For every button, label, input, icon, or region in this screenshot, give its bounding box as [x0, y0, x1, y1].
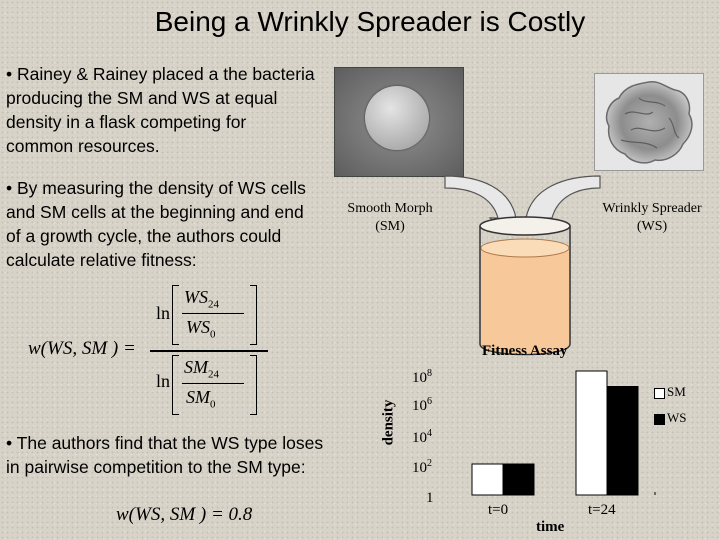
tick-1e2: 102: [412, 458, 432, 476]
inner-fraction-bar-bottom: [182, 383, 244, 385]
chart-title: Fitness Assay: [482, 343, 568, 359]
bar-sm-t0: [471, 463, 504, 496]
bullet-1: • Rainey & Rainey placed a the bacteria …: [6, 64, 315, 156]
x-tick-t24: t=24: [588, 502, 616, 518]
flask-outline: [479, 226, 571, 356]
flask-liquid-surface: [480, 238, 570, 258]
x-tick-t0: t=0: [488, 502, 509, 518]
smooth-label-line2: (SM): [375, 219, 405, 234]
flask-rim: [479, 216, 571, 236]
tick-1e6: 106: [412, 396, 432, 414]
wrinkly-label-line2: (WS): [636, 219, 668, 234]
legend-item-sm: SM: [654, 384, 714, 408]
fitness-assay-chart: [471, 370, 656, 496]
legend-label-sm: SM: [667, 384, 686, 399]
bar-ws-t24: [606, 386, 639, 496]
wrinkly-colony-image: [594, 73, 704, 171]
bracket-left-bottom: [172, 355, 179, 415]
legend-swatch-sm: [654, 388, 665, 399]
chart-legend: SM WS: [654, 384, 714, 430]
tick-1e8: 108: [412, 368, 432, 386]
bracket-left-top: [172, 285, 179, 345]
legend-item-ws: WS: [654, 408, 714, 430]
bullet-3: • The authors find that the WS type lose…: [6, 433, 324, 477]
x-axis-label: time: [536, 519, 565, 535]
wrinkly-colony: [605, 80, 693, 164]
bracket-right-bottom: [250, 355, 257, 415]
wrinkle-lines: [620, 97, 680, 149]
ln-top: ln: [156, 303, 171, 323]
wrinkly-label-line1: Wrinkly Spreader: [602, 201, 702, 216]
bracket-right-top: [250, 285, 257, 345]
bar-ws-t0: [502, 463, 535, 496]
flask-diagram: [444, 175, 601, 356]
fitness-formula: w(WS, SM ) = ln WS24 WS0 ln SM24 SM0: [28, 283, 268, 418]
smooth-colony-image: [334, 67, 464, 177]
main-fraction-bar: [150, 350, 268, 352]
num-top: WS24: [184, 287, 219, 311]
wrinkly-spreader-label: Wrinkly Spreader (WS): [586, 200, 718, 236]
wrinkly-colony-svg: [605, 80, 693, 164]
fitness-result-formula: w(WS, SM ) = 0.8: [116, 504, 253, 525]
tick-1e4: 104: [412, 428, 432, 446]
bullet-2: • By measuring the density of WS cells a…: [6, 178, 306, 270]
den-bottom: SM0: [186, 387, 216, 411]
tick-1: 1: [426, 490, 434, 506]
ln-bottom: ln: [156, 371, 171, 391]
legend-swatch-ws: [654, 414, 665, 425]
inner-fraction-bar-top: [182, 313, 244, 315]
legend-label-ws: WS: [667, 410, 687, 425]
smooth-colony: [365, 86, 429, 150]
smooth-morph-label: Smooth Morph (SM): [330, 200, 450, 236]
den-top: WS0: [186, 317, 216, 341]
num-bottom: SM24: [184, 357, 219, 381]
y-axis-label: density: [380, 399, 397, 446]
y-axis-label-wrap: density: [380, 384, 408, 464]
smooth-label-line1: Smooth Morph: [347, 201, 433, 216]
flask-liquid: [481, 248, 569, 354]
bar-sm-t24: [575, 370, 608, 496]
formula-lhs: w(WS, SM ) =: [28, 338, 136, 359]
slide-title: Being a Wrinkly Spreader is Costly: [154, 6, 586, 37]
